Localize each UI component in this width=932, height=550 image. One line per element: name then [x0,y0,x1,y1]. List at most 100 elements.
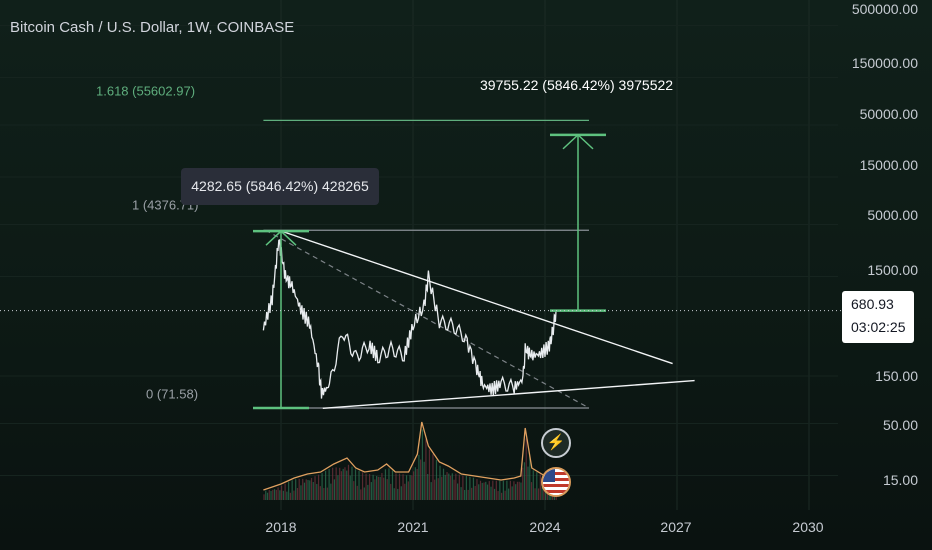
volume-bar [449,475,452,500]
volume-bar [523,462,526,500]
volume-bar [420,459,422,500]
volume-bar [295,479,297,500]
x-tick-label: 2030 [792,519,824,535]
volume-bar [407,481,409,500]
volume-bar [275,489,277,500]
volume-bar [469,476,471,500]
volume-bar [353,481,355,500]
volume-bar [485,481,487,500]
volume-bar [437,478,439,500]
volume-bar [346,470,348,500]
volume-bar [532,470,534,500]
volume-bar [421,429,423,500]
volume-bar [374,479,376,500]
volume-bar [428,449,431,500]
volume-bar [474,485,476,500]
x-tick-label: 2024 [529,519,561,535]
volume-bar [446,472,448,500]
volume-bar [384,469,387,500]
volume-bar [430,482,432,500]
volume-bar [335,467,337,500]
flash-button[interactable]: ⚡ [541,428,571,458]
volume-bar [397,488,399,500]
volume-bar [289,492,291,500]
price-series-line [262,239,557,399]
x-tick-label: 2018 [265,519,297,535]
volume-bar [325,470,327,500]
volume-bar [388,468,390,500]
lightning-icon: ⚡ [546,434,566,451]
volume-bar [326,487,328,500]
volume-bar [273,489,276,500]
volume-bar [372,474,374,500]
volume-bar [340,471,343,500]
volume-bar [305,479,307,500]
volume-bar [501,492,503,500]
volume-bar [367,484,369,500]
volume-bar [303,482,306,500]
volume-bar [504,490,506,500]
volume-bar [522,467,524,500]
last-price-value: 680.93 [851,296,894,312]
volume-bar [393,488,395,500]
volume-bar [439,465,441,500]
volume-bar [310,477,313,500]
volume-bar [509,480,511,500]
volume-bar [281,485,283,500]
volume-bar [444,474,446,500]
volume-bar [434,479,436,500]
volume-bar [317,474,320,500]
volume-bar [282,490,284,500]
volume-bar [462,475,464,500]
volume-bar [383,477,385,500]
volume-bar [312,482,314,500]
volume-bar [451,473,453,500]
volume-bar [435,459,438,500]
volume-bar [425,439,427,500]
volume-bar [309,480,311,500]
y-tick-label: 150000.00 [851,55,918,71]
x-tick-label: 2027 [660,519,692,535]
volume-bar [296,487,299,500]
volume-bar [405,475,408,500]
volume-bar [323,488,325,500]
volume-bar [370,482,372,500]
volume-bar [369,474,371,500]
volume-bar [493,488,496,500]
volume-bar [476,479,478,500]
volume-bar [541,486,543,500]
volume-bar [293,490,295,500]
volume-bar [418,454,420,500]
volume-bar [266,492,269,500]
volume-bar [458,474,460,500]
volume-bar [520,482,522,500]
volume-bar [395,473,397,500]
volume-bar [381,472,383,500]
volume-bar [529,455,531,500]
volume-bar [351,466,353,500]
volume-bar [386,479,388,500]
y-tick-label: 50000.00 [859,106,918,122]
volume-bar [316,483,318,500]
volume-bar [314,476,316,500]
volume-bar [527,466,529,500]
volume-bar [508,488,510,500]
volume-bar [495,480,497,500]
volume-bar [344,467,346,500]
volume-bar [333,479,335,500]
volume-bar [319,486,321,500]
flag-button[interactable] [541,467,571,497]
volume-bar [342,468,344,500]
chart-title: Bitcoin Cash / U.S. Dollar, 1W, COINBASE [10,19,295,36]
volume-bar [506,480,508,500]
fib-label-0: 0 (71.58) [146,386,199,402]
volume-bar [479,480,482,500]
volume-bar [402,474,404,500]
volume-bar [363,487,365,500]
volume-bar [376,475,378,500]
volume-bar [379,476,381,500]
volume-bar [490,486,492,500]
last-price-tag: 680.93 03:02:25 [842,291,914,343]
